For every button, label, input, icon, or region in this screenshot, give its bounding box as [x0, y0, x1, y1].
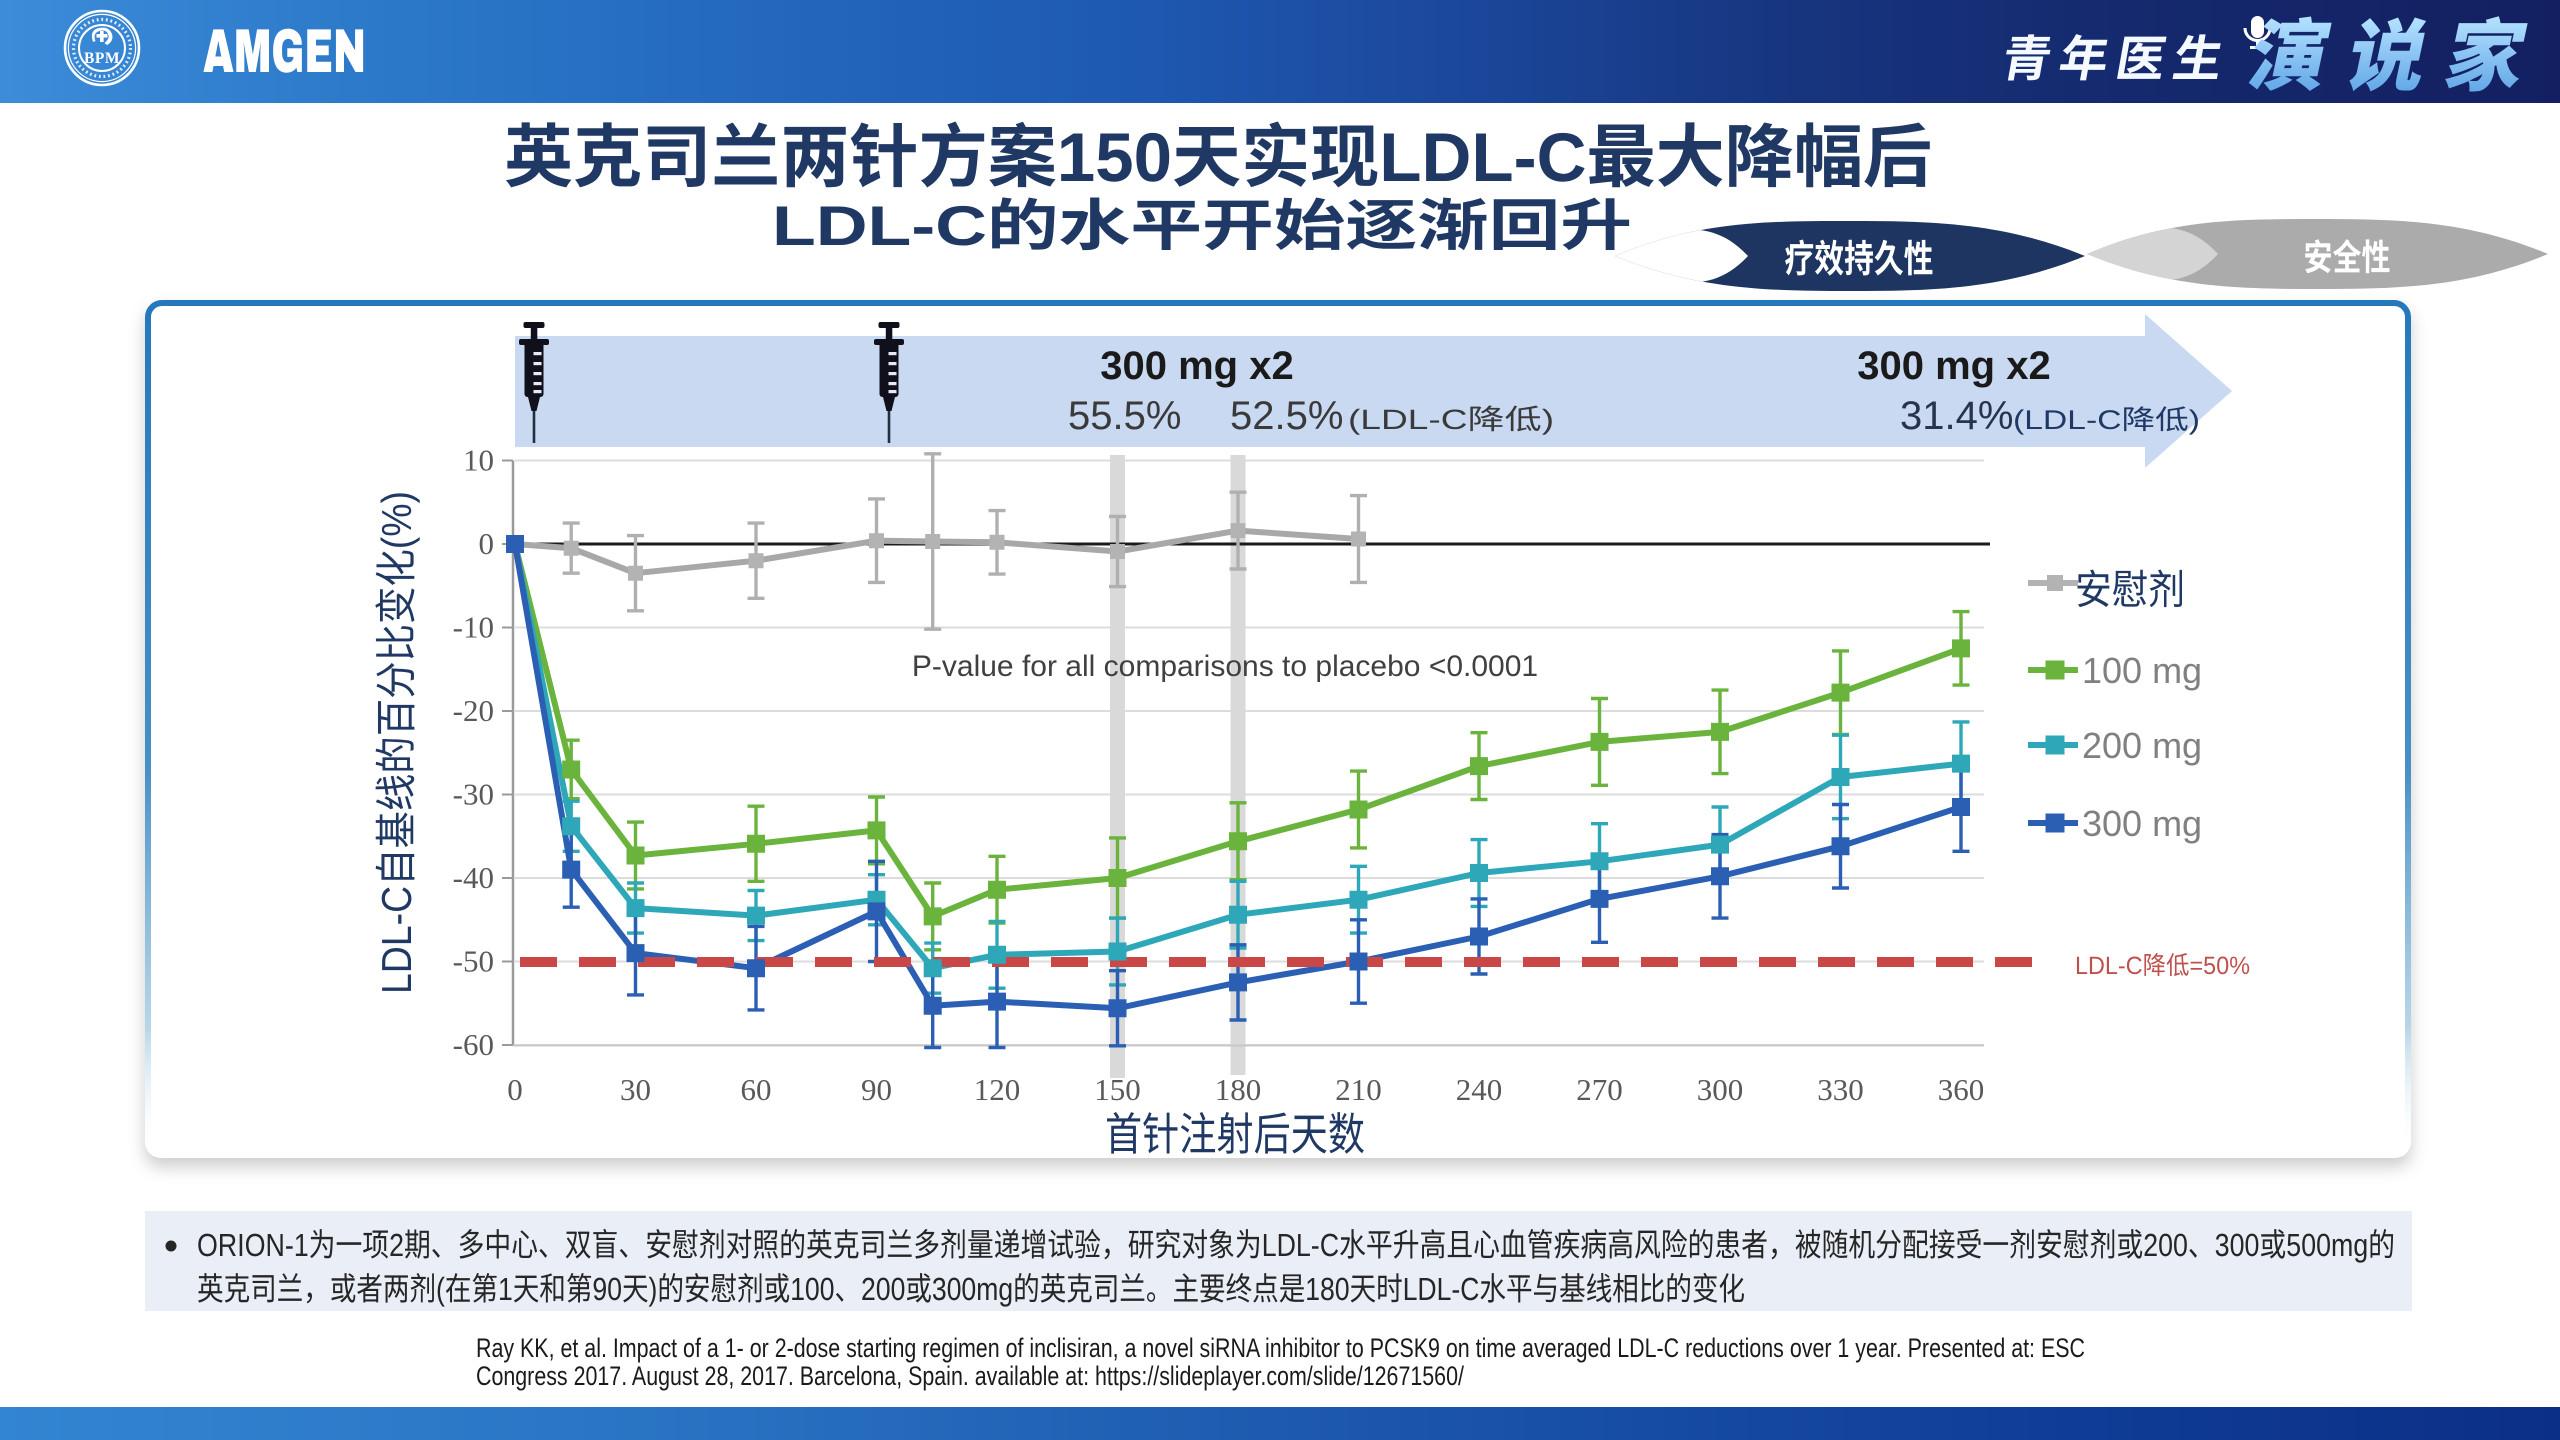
svg-text:-60: -60 [453, 1027, 494, 1062]
svg-text:300: 300 [1697, 1072, 1744, 1107]
svg-text:90: 90 [861, 1072, 892, 1107]
svg-text:0: 0 [479, 526, 495, 561]
svg-text:360: 360 [1938, 1072, 1985, 1107]
svg-text:-20: -20 [453, 693, 494, 728]
svg-text:240: 240 [1456, 1072, 1503, 1107]
svg-text:60: 60 [741, 1072, 772, 1107]
svg-text:210: 210 [1335, 1072, 1382, 1107]
svg-text:120: 120 [974, 1072, 1021, 1107]
svg-text:-40: -40 [453, 860, 494, 895]
svg-text:-10: -10 [453, 610, 494, 645]
svg-text:-30: -30 [453, 777, 494, 812]
svg-text:270: 270 [1576, 1072, 1623, 1107]
svg-text:10: 10 [463, 443, 494, 478]
svg-text:-50: -50 [453, 944, 494, 979]
svg-text:330: 330 [1817, 1072, 1864, 1107]
svg-text:BPM: BPM [84, 50, 120, 67]
svg-text:150: 150 [1094, 1072, 1141, 1107]
svg-text:180: 180 [1215, 1072, 1262, 1107]
svg-text:0: 0 [507, 1072, 523, 1107]
svg-text:30: 30 [620, 1072, 651, 1107]
